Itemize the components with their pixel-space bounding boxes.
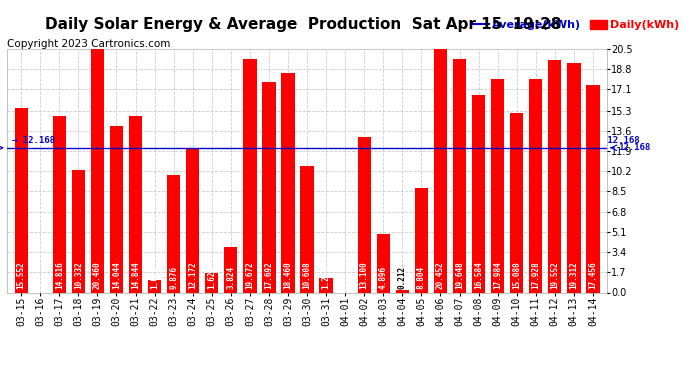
Text: 10.608: 10.608 [302, 261, 312, 289]
Bar [434, 50, 447, 292]
Text: 12.172: 12.172 [188, 261, 197, 289]
Text: 13.100: 13.100 [359, 261, 368, 289]
Text: 12.168: 12.168 [602, 136, 640, 146]
Bar [472, 95, 485, 292]
Text: 17.984: 17.984 [493, 261, 502, 289]
Bar [205, 273, 219, 292]
Text: 9.876: 9.876 [169, 266, 178, 289]
Text: 15.080: 15.080 [512, 261, 521, 289]
Bar [319, 278, 333, 292]
Text: 1.628: 1.628 [207, 266, 216, 289]
Bar [586, 85, 600, 292]
Text: 15.552: 15.552 [17, 261, 26, 289]
Text: 20.452: 20.452 [436, 261, 445, 289]
Text: 14.816: 14.816 [55, 261, 63, 289]
Text: 18.460: 18.460 [284, 261, 293, 289]
Text: 17.928: 17.928 [531, 261, 540, 289]
Bar [567, 63, 580, 292]
Text: 1.244: 1.244 [322, 266, 331, 289]
Bar [491, 79, 504, 292]
Bar [395, 290, 409, 292]
Text: 3.824: 3.824 [226, 266, 235, 289]
Text: 20.460: 20.460 [93, 261, 102, 289]
Bar [300, 166, 314, 292]
Bar [110, 126, 123, 292]
Bar [548, 60, 562, 292]
Bar [453, 59, 466, 292]
Text: 19.648: 19.648 [455, 261, 464, 289]
Text: 4.896: 4.896 [379, 266, 388, 289]
Bar [224, 247, 237, 292]
Text: 19.552: 19.552 [551, 261, 560, 289]
Text: 12.168: 12.168 [618, 143, 650, 152]
Bar [186, 148, 199, 292]
Bar [129, 116, 142, 292]
Bar [91, 49, 104, 292]
Text: 17.456: 17.456 [589, 261, 598, 289]
Bar [377, 234, 390, 292]
Bar [282, 73, 295, 292]
Text: Copyright 2023 Cartronics.com: Copyright 2023 Cartronics.com [7, 39, 170, 50]
Bar [72, 170, 85, 292]
Bar [148, 280, 161, 292]
Text: 8.804: 8.804 [417, 266, 426, 289]
Text: 19.672: 19.672 [246, 261, 255, 289]
Legend: Average(kWh), Daily(kWh): Average(kWh), Daily(kWh) [473, 20, 680, 30]
Text: 1.076: 1.076 [150, 266, 159, 289]
Bar [510, 113, 523, 292]
Bar [52, 116, 66, 292]
Text: → 12.168: → 12.168 [12, 136, 55, 146]
Bar [167, 175, 180, 292]
Bar [529, 80, 542, 292]
Bar [14, 108, 28, 292]
Bar [262, 82, 275, 292]
Text: 10.332: 10.332 [74, 261, 83, 289]
Text: 19.312: 19.312 [569, 261, 578, 289]
Text: 14.844: 14.844 [131, 261, 140, 289]
Bar [243, 58, 257, 292]
Bar [357, 137, 371, 292]
Bar [415, 188, 428, 292]
Text: 14.044: 14.044 [112, 261, 121, 289]
Text: 16.584: 16.584 [474, 261, 483, 289]
Text: 0.212: 0.212 [398, 266, 407, 289]
Text: 17.692: 17.692 [264, 261, 273, 289]
Text: Daily Solar Energy & Average  Production  Sat Apr 15  19:28: Daily Solar Energy & Average Production … [46, 17, 562, 32]
